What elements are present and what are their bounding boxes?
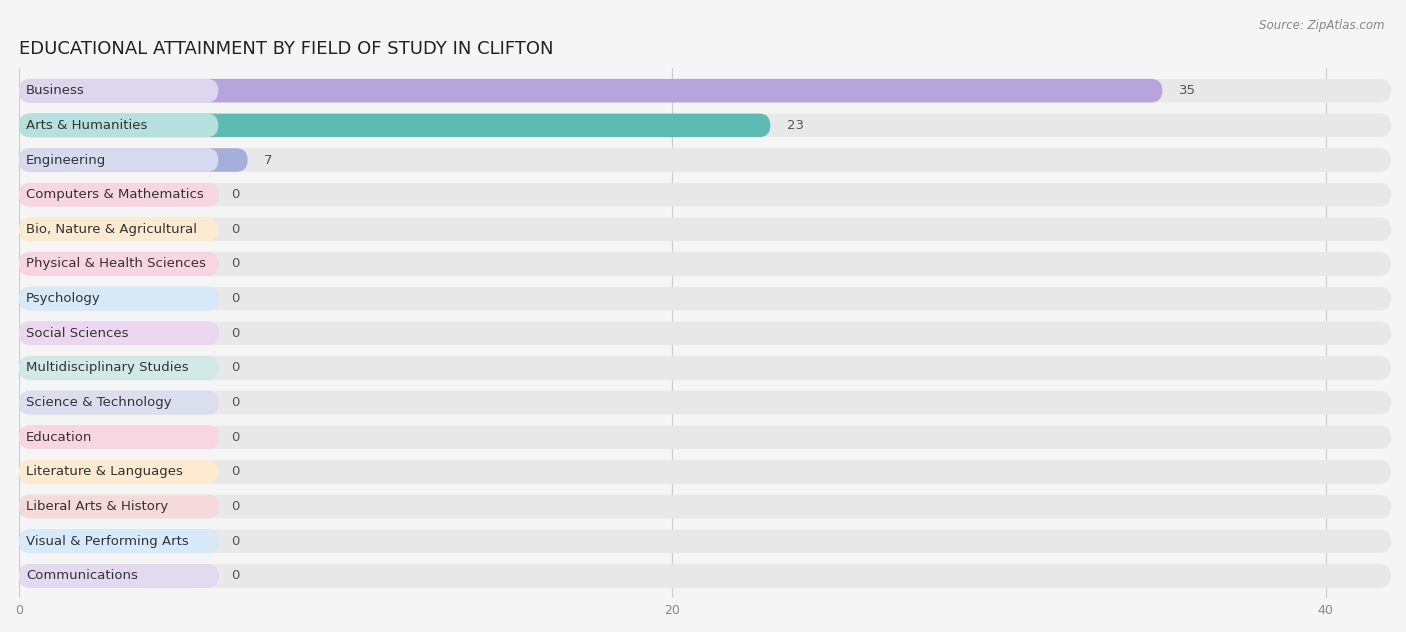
FancyBboxPatch shape [20,252,218,276]
FancyBboxPatch shape [20,114,1391,137]
Text: 0: 0 [232,327,239,340]
Text: Psychology: Psychology [27,292,101,305]
FancyBboxPatch shape [20,460,218,483]
FancyBboxPatch shape [20,391,1391,415]
Text: Liberal Arts & History: Liberal Arts & History [27,500,169,513]
Text: 0: 0 [232,362,239,375]
FancyBboxPatch shape [20,183,218,207]
FancyBboxPatch shape [20,356,218,380]
FancyBboxPatch shape [20,564,218,588]
FancyBboxPatch shape [20,79,218,102]
Text: 35: 35 [1178,84,1195,97]
FancyBboxPatch shape [20,495,218,518]
FancyBboxPatch shape [20,252,218,276]
Text: Social Sciences: Social Sciences [27,327,129,340]
FancyBboxPatch shape [20,356,1391,380]
FancyBboxPatch shape [20,322,218,345]
FancyBboxPatch shape [20,530,1391,553]
Text: 0: 0 [232,188,239,201]
Text: 0: 0 [232,396,239,409]
FancyBboxPatch shape [20,564,218,588]
Text: 23: 23 [787,119,804,132]
Text: Physical & Health Sciences: Physical & Health Sciences [27,257,207,270]
FancyBboxPatch shape [20,460,218,483]
FancyBboxPatch shape [20,391,218,415]
Text: Education: Education [27,431,93,444]
Text: Business: Business [27,84,84,97]
Text: 0: 0 [232,500,239,513]
Text: 0: 0 [232,535,239,548]
FancyBboxPatch shape [20,564,1391,588]
FancyBboxPatch shape [20,391,218,415]
FancyBboxPatch shape [20,217,1391,241]
Text: 0: 0 [232,292,239,305]
FancyBboxPatch shape [20,495,218,518]
Text: Visual & Performing Arts: Visual & Performing Arts [27,535,188,548]
FancyBboxPatch shape [20,217,218,241]
FancyBboxPatch shape [20,530,218,553]
FancyBboxPatch shape [20,287,1391,310]
FancyBboxPatch shape [20,79,1163,102]
Text: Source: ZipAtlas.com: Source: ZipAtlas.com [1260,19,1385,32]
FancyBboxPatch shape [20,530,218,553]
Text: Communications: Communications [27,569,138,583]
FancyBboxPatch shape [20,287,218,310]
Text: EDUCATIONAL ATTAINMENT BY FIELD OF STUDY IN CLIFTON: EDUCATIONAL ATTAINMENT BY FIELD OF STUDY… [20,40,554,58]
FancyBboxPatch shape [20,183,1391,207]
Text: Literature & Languages: Literature & Languages [27,465,183,478]
FancyBboxPatch shape [20,217,218,241]
FancyBboxPatch shape [20,322,218,345]
FancyBboxPatch shape [20,287,218,310]
FancyBboxPatch shape [20,322,1391,345]
FancyBboxPatch shape [20,356,218,380]
Text: 7: 7 [264,154,273,166]
FancyBboxPatch shape [20,425,218,449]
Text: Engineering: Engineering [27,154,107,166]
FancyBboxPatch shape [20,114,770,137]
Text: 0: 0 [232,223,239,236]
Text: 0: 0 [232,569,239,583]
Text: Bio, Nature & Agricultural: Bio, Nature & Agricultural [27,223,197,236]
FancyBboxPatch shape [20,425,1391,449]
FancyBboxPatch shape [20,79,1391,102]
Text: Science & Technology: Science & Technology [27,396,172,409]
FancyBboxPatch shape [20,460,1391,483]
FancyBboxPatch shape [20,183,218,207]
Text: Arts & Humanities: Arts & Humanities [27,119,148,132]
FancyBboxPatch shape [20,114,218,137]
Text: 0: 0 [232,257,239,270]
Text: Computers & Mathematics: Computers & Mathematics [27,188,204,201]
Text: 0: 0 [232,431,239,444]
FancyBboxPatch shape [20,495,1391,518]
FancyBboxPatch shape [20,149,1391,172]
FancyBboxPatch shape [20,149,247,172]
FancyBboxPatch shape [20,425,218,449]
FancyBboxPatch shape [20,252,1391,276]
FancyBboxPatch shape [20,149,218,172]
Text: 0: 0 [232,465,239,478]
Text: Multidisciplinary Studies: Multidisciplinary Studies [27,362,188,375]
